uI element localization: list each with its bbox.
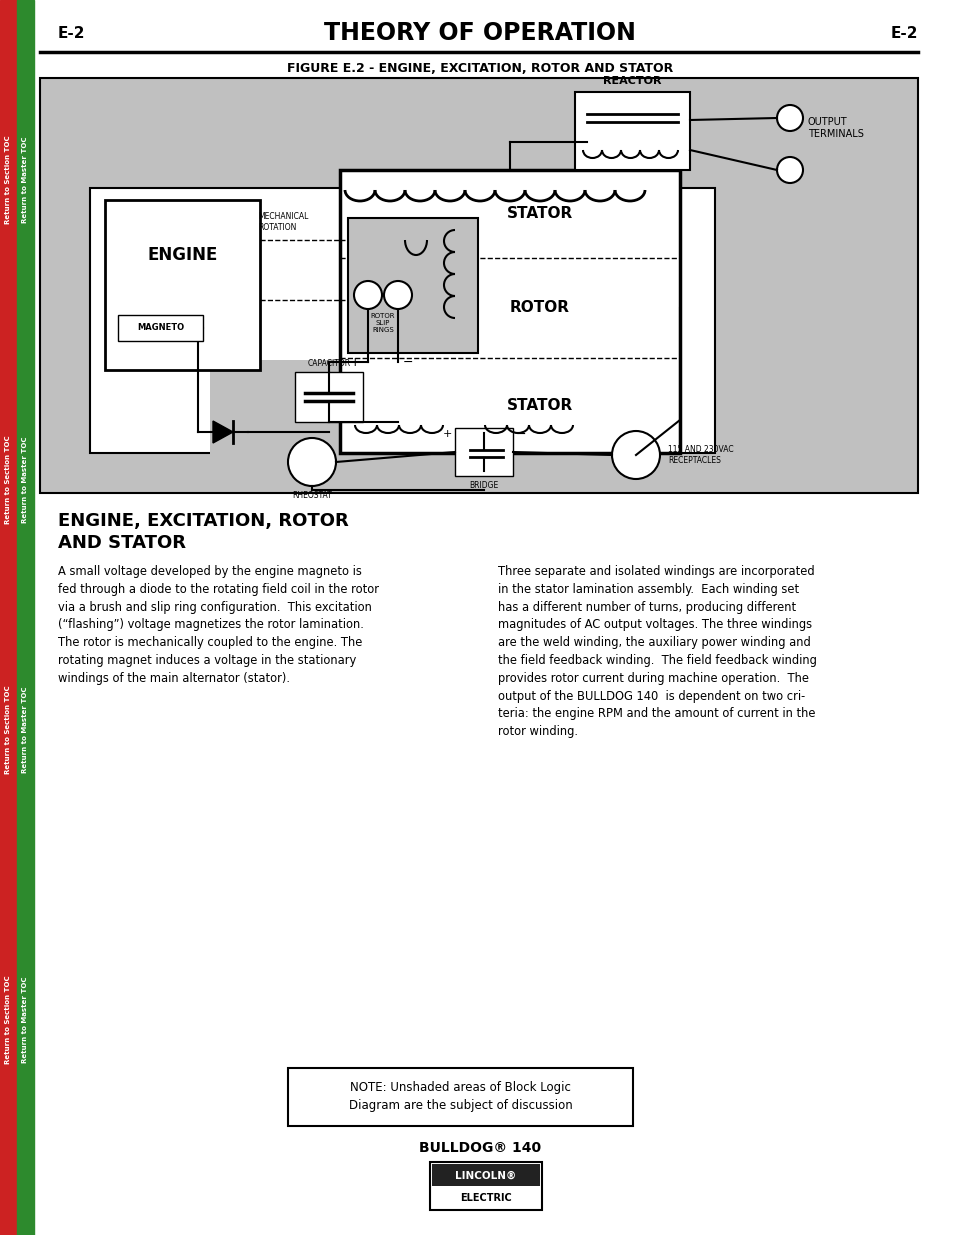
Text: Return to Section TOC: Return to Section TOC [5, 436, 11, 525]
Bar [40, 78, 917, 493]
Text: +: + [442, 429, 451, 438]
Text: E-2: E-2 [58, 26, 86, 41]
Text: ENGINE: ENGINE [147, 246, 217, 264]
Bar [339, 170, 679, 453]
Text: Return to Master TOC: Return to Master TOC [22, 687, 28, 773]
Text: THEORY OF OPERATION: THEORY OF OPERATION [324, 21, 636, 44]
Text: ENGINE, EXCITATION, ROTOR
AND STATOR: ENGINE, EXCITATION, ROTOR AND STATOR [58, 513, 349, 552]
Text: A small voltage developed by the engine magneto is
fed through a diode to the ro: A small voltage developed by the engine … [58, 564, 378, 684]
Bar [575, 91, 689, 170]
Text: Return to Section TOC: Return to Section TOC [5, 685, 11, 774]
Text: −: − [402, 356, 413, 368]
Bar [294, 372, 363, 422]
Text: +: + [350, 356, 360, 368]
Text: NOTE: Unshaded areas of Block Logic
Diagram are the subject of discussion: NOTE: Unshaded areas of Block Logic Diag… [348, 1082, 572, 1113]
Circle shape [354, 282, 381, 309]
Text: BRIDGE: BRIDGE [469, 482, 498, 490]
Text: ROTOR
SLIP
RINGS: ROTOR SLIP RINGS [371, 312, 395, 333]
Text: Return to Master TOC: Return to Master TOC [22, 977, 28, 1063]
Polygon shape [213, 421, 233, 443]
Text: RHEOSTAT: RHEOSTAT [292, 492, 332, 500]
Text: E-2: E-2 [889, 26, 917, 41]
Bar [17, 0, 34, 1235]
Circle shape [776, 157, 802, 183]
Bar [432, 1165, 539, 1186]
Text: FIGURE E.2 - ENGINE, EXCITATION, ROTOR AND STATOR: FIGURE E.2 - ENGINE, EXCITATION, ROTOR A… [287, 62, 673, 74]
Bar [430, 1162, 541, 1210]
Text: Three separate and isolated windings are incorporated
in the stator lamination a: Three separate and isolated windings are… [497, 564, 816, 739]
Text: Return to Section TOC: Return to Section TOC [5, 976, 11, 1065]
Text: ELECTRIC: ELECTRIC [459, 1193, 512, 1203]
Circle shape [776, 105, 802, 131]
Bar [118, 315, 203, 341]
Bar [105, 200, 260, 370]
Circle shape [612, 431, 659, 479]
Text: REACTOR: REACTOR [602, 77, 661, 86]
Text: STATOR: STATOR [506, 398, 573, 412]
Text: MECHANICAL
ROTATION: MECHANICAL ROTATION [257, 212, 308, 232]
Text: CAPACITOR: CAPACITOR [307, 358, 350, 368]
Bar [348, 219, 477, 353]
Circle shape [384, 282, 412, 309]
Text: Return to Section TOC: Return to Section TOC [5, 136, 11, 225]
Text: ROTOR: ROTOR [510, 300, 569, 315]
Text: MAGNETO: MAGNETO [137, 324, 184, 332]
Text: −: − [516, 427, 526, 441]
Text: 115 AND 230VAC
RECEPTACLES: 115 AND 230VAC RECEPTACLES [667, 445, 733, 466]
Text: LINCOLN®: LINCOLN® [455, 1171, 517, 1181]
Text: Return to Master TOC: Return to Master TOC [22, 137, 28, 224]
Text: STATOR: STATOR [506, 206, 573, 221]
Bar [210, 359, 430, 480]
Bar [90, 188, 714, 453]
Text: Return to Master TOC: Return to Master TOC [22, 437, 28, 524]
Circle shape [288, 438, 335, 487]
Text: OUTPUT
TERMINALS: OUTPUT TERMINALS [807, 117, 863, 140]
Text: BULLDOG® 140: BULLDOG® 140 [418, 1141, 540, 1155]
Bar [455, 429, 513, 475]
Bar [0, 0, 17, 1235]
Bar [288, 1068, 633, 1126]
